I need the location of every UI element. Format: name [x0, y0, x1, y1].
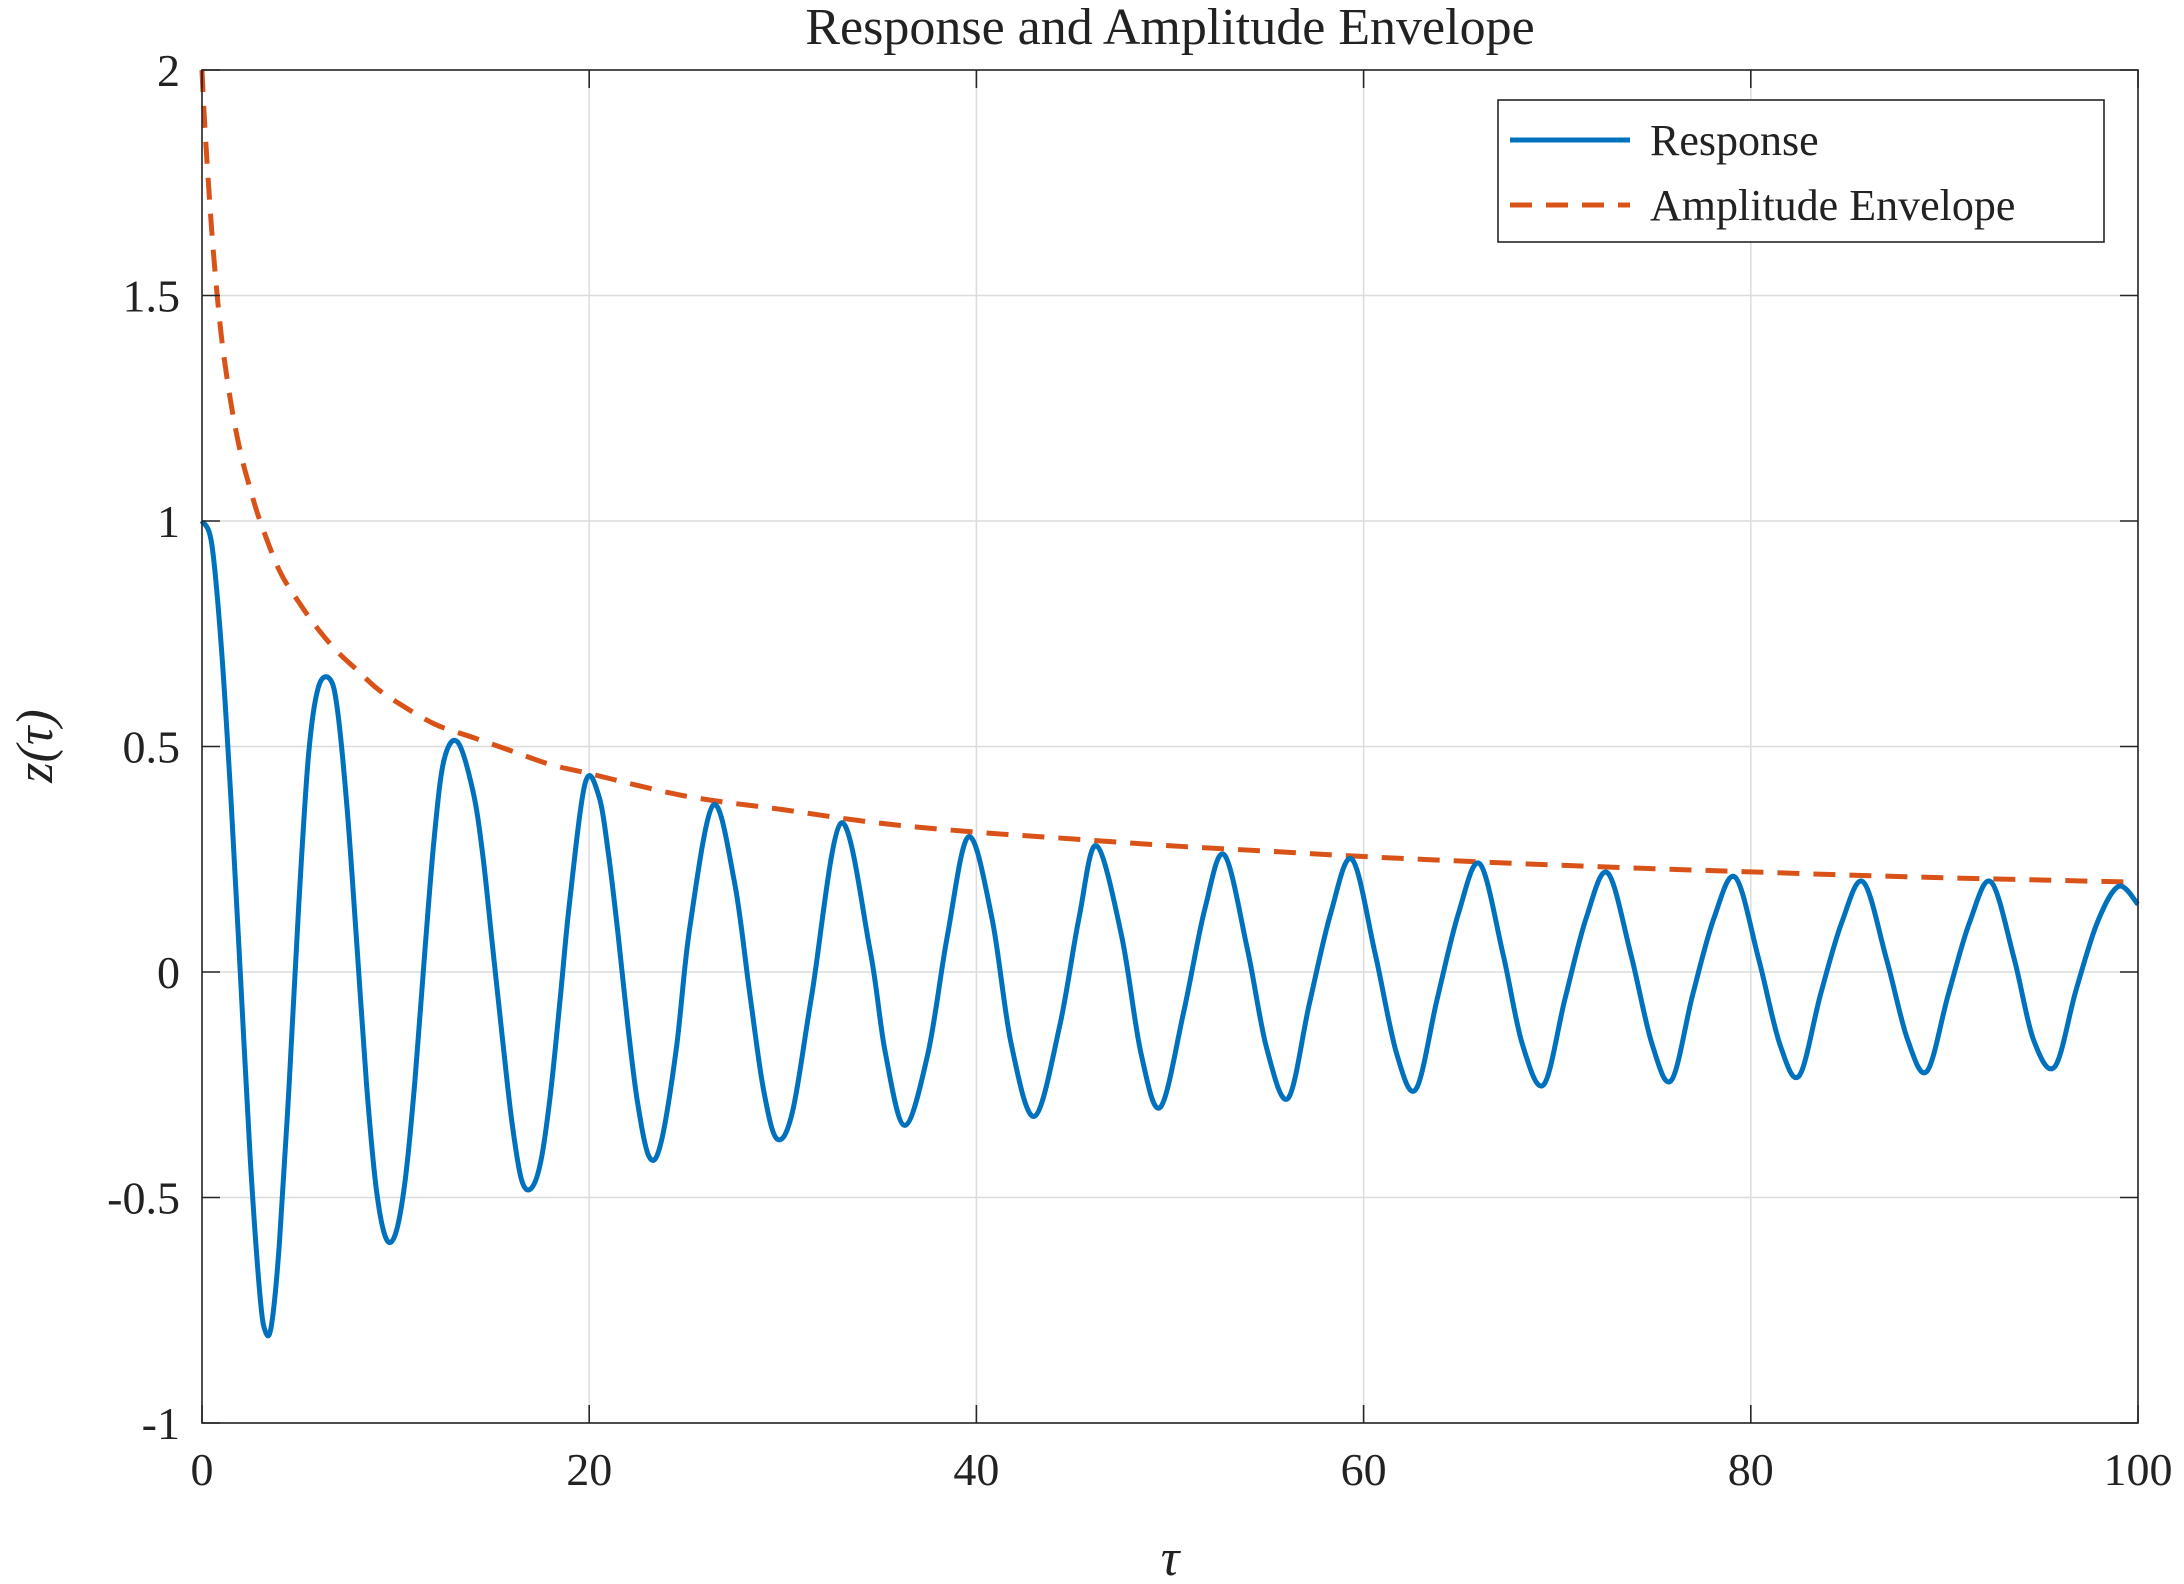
- y-tick-label: 0.5: [123, 722, 181, 773]
- y-tick-label: -0.5: [107, 1173, 180, 1224]
- x-tick-label: 100: [2104, 1444, 2173, 1495]
- x-tick-label: 40: [953, 1444, 999, 1495]
- plot-area: [199, 69, 2140, 1339]
- y-tick-label: -1: [142, 1398, 180, 1449]
- amplitude-envelope-line: [199, 69, 2139, 885]
- x-tick-label: 80: [1728, 1444, 1774, 1495]
- legend-label-response: Response: [1650, 116, 1819, 165]
- y-tick-label: 1: [157, 496, 180, 547]
- y-tick-label: 2: [157, 45, 180, 96]
- x-axis-label: τ: [1161, 1530, 1182, 1584]
- x-tick-label: 20: [566, 1444, 612, 1495]
- response-line: [199, 519, 2140, 1339]
- y-tick-label: 0: [157, 947, 180, 998]
- ticks: [201, 69, 2139, 1424]
- y-tick-label: 1.5: [123, 271, 181, 322]
- legend-box: [1497, 99, 2105, 243]
- x-tick-label: 0: [191, 1444, 214, 1495]
- legend-label-envelope: Amplitude Envelope: [1650, 181, 2015, 230]
- y-axis-label: z(τ): [7, 709, 64, 783]
- legend: Response Amplitude Envelope: [1497, 99, 2105, 243]
- chart-title: Response and Amplitude Envelope: [805, 0, 1534, 56]
- x-tick-label: 60: [1341, 1444, 1387, 1495]
- tick-labels: 0 20 40 60 80 100 -1 -0.5 0 0.5 1 1.5 2: [107, 45, 2172, 1495]
